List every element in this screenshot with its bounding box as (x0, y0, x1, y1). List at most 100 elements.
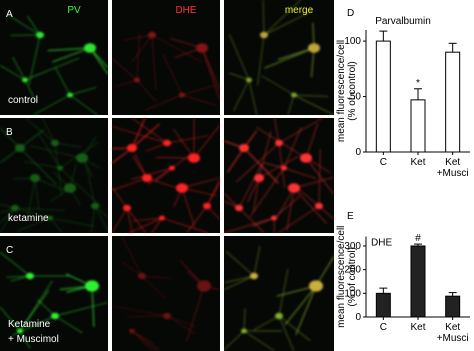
neurite (132, 217, 163, 222)
cell-body (188, 153, 200, 163)
neurite (24, 57, 80, 81)
neurite (52, 47, 91, 63)
neurite (111, 186, 128, 209)
neurite (114, 79, 138, 88)
cell-body (169, 165, 175, 171)
neurite (253, 315, 280, 331)
neurite (49, 217, 63, 234)
neurite (131, 117, 146, 149)
neurite (161, 217, 209, 234)
neurite (227, 147, 245, 173)
cell-body (196, 43, 208, 53)
cell-body (288, 183, 300, 193)
neurite (131, 330, 155, 344)
cell-body (51, 312, 59, 320)
neurite (278, 315, 311, 342)
neurite (146, 177, 181, 190)
neurite (229, 72, 250, 81)
cells (223, 246, 335, 351)
panel-letter: B (6, 127, 13, 138)
neurite (278, 315, 295, 351)
neurite (238, 163, 263, 209)
micrograph (0, 117, 109, 234)
neurite (0, 203, 51, 219)
neurite (261, 75, 295, 96)
neurite (162, 53, 183, 96)
cells (229, 0, 335, 116)
neurite (243, 330, 275, 351)
cell-body (30, 174, 40, 182)
cell-body (308, 43, 320, 53)
cell-body (123, 204, 131, 212)
neurite (19, 330, 31, 349)
image-bg (112, 118, 220, 233)
neurite (248, 79, 258, 115)
neurite (90, 205, 96, 234)
neurite (273, 195, 300, 219)
neurite (59, 167, 101, 207)
neurite (151, 217, 163, 234)
neurite (111, 177, 148, 191)
neurite (126, 207, 133, 234)
cell-body (275, 312, 283, 320)
cell-body (291, 92, 297, 98)
cell-body (241, 328, 247, 334)
bar (445, 295, 461, 318)
cell-body (300, 153, 312, 163)
neurite (59, 141, 100, 169)
micrograph (0, 0, 109, 116)
channel-label: merge (285, 5, 314, 16)
neurite (318, 149, 321, 207)
neurite (286, 187, 295, 231)
y-tick-label: 0 (355, 147, 361, 158)
cell-body (36, 31, 44, 39)
cell-body (250, 272, 258, 280)
cell-body (281, 165, 287, 171)
significance-marker: # (415, 233, 421, 244)
neurite (24, 79, 36, 100)
cell-body (203, 202, 211, 210)
cell-body (271, 215, 277, 221)
y-tick-label: 100 (344, 288, 361, 299)
cell-body (85, 280, 99, 292)
neurite (305, 123, 319, 159)
x-tick-label: C (380, 322, 387, 333)
cells (111, 117, 221, 234)
neurite (258, 131, 272, 179)
neurite (54, 302, 109, 317)
neurite (201, 47, 221, 91)
neurite (225, 251, 255, 277)
neurite (247, 177, 260, 202)
neurite (278, 47, 315, 61)
neurite (223, 275, 255, 290)
cells (0, 117, 109, 234)
neurite (26, 15, 41, 36)
neurite (181, 187, 196, 228)
neurite (28, 34, 41, 86)
neurite (274, 117, 280, 144)
neurite (264, 47, 315, 69)
neurite (49, 217, 94, 227)
neurite (131, 34, 153, 63)
neurite (131, 330, 158, 351)
neurite (155, 167, 173, 182)
neurite (283, 167, 317, 180)
neurite (201, 47, 221, 101)
neurite (0, 251, 31, 277)
chart-title: Parvalbumin (375, 16, 431, 27)
cells (223, 117, 335, 234)
cell-body (163, 139, 171, 147)
neurite (193, 124, 221, 159)
cell-body (64, 183, 76, 193)
neurite (111, 207, 128, 234)
panel-letter: D (347, 8, 354, 19)
neurite (41, 117, 56, 144)
neurite (151, 34, 157, 91)
micrograph (111, 235, 221, 351)
y-axis-label: mean fluorescence/cell(% of control) (336, 226, 358, 328)
neurite (186, 205, 208, 234)
neurite (121, 235, 143, 277)
cell-body (76, 153, 88, 163)
neurite (233, 79, 250, 111)
